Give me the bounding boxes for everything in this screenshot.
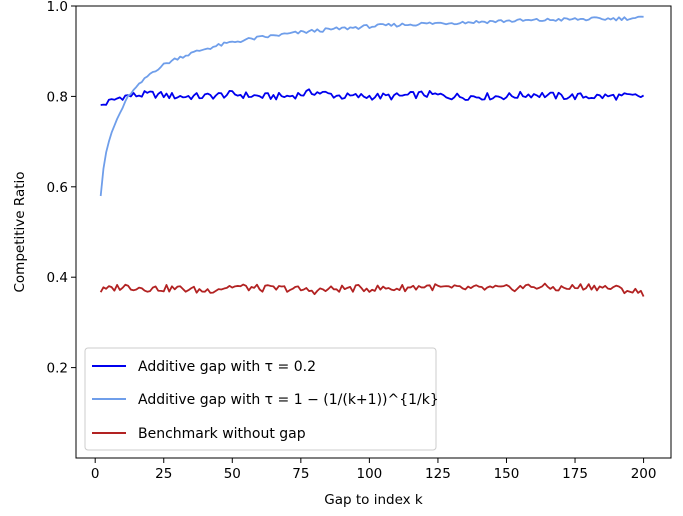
x-tick-label: 200 — [631, 466, 657, 482]
y-tick-label: 0.8 — [47, 89, 68, 105]
series-line-2 — [99, 15, 644, 197]
legend-label-1: Additive gap with τ = 0.2 — [138, 359, 316, 375]
x-tick-label: 50 — [224, 466, 241, 482]
y-tick-label: 0.2 — [47, 361, 68, 377]
y-axis-label: Competitive Ratio — [12, 171, 28, 292]
legend-label-2: Additive gap with τ = 1 − (1/(k+1))^{1/k… — [138, 392, 439, 408]
x-axis: 0 25 50 75 100 125 150 175 200 — [91, 458, 657, 482]
x-tick-label: 125 — [425, 466, 451, 482]
series-line-3 — [99, 282, 645, 297]
x-tick-label: 150 — [494, 466, 520, 482]
x-tick-label: 25 — [155, 466, 172, 482]
y-tick-label: 0.6 — [47, 180, 68, 196]
x-tick-label: 0 — [91, 466, 100, 482]
legend: Additive gap with τ = 0.2 Additive gap wi… — [84, 347, 439, 451]
legend-label-3: Benchmark without gap — [138, 426, 306, 442]
series-line-1 — [100, 88, 645, 106]
x-tick-label: 100 — [356, 466, 382, 482]
y-axis: 0.2 0.4 0.6 0.8 1.0 — [47, 0, 76, 377]
y-tick-label: 0.4 — [47, 270, 68, 286]
x-tick-label: 175 — [562, 466, 588, 482]
x-axis-label: Gap to index k — [324, 492, 423, 508]
plot-frame — [75, 5, 672, 459]
x-tick-label: 75 — [292, 466, 309, 482]
legend-box — [84, 347, 437, 451]
y-tick-label: 1.0 — [47, 0, 68, 15]
series-group — [99, 15, 645, 297]
